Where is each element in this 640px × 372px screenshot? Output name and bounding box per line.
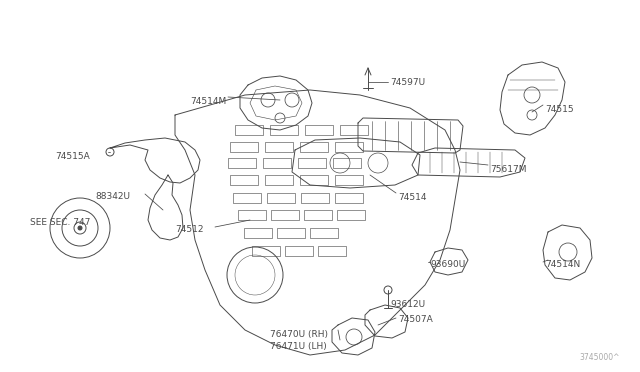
- Bar: [300, 142, 328, 152]
- Bar: [270, 125, 298, 135]
- Bar: [267, 193, 295, 203]
- Bar: [310, 228, 338, 238]
- Text: 75617M: 75617M: [490, 165, 527, 174]
- Text: 74515: 74515: [545, 105, 573, 114]
- Text: 93612U: 93612U: [390, 300, 425, 309]
- Bar: [304, 210, 332, 220]
- Bar: [301, 193, 329, 203]
- Text: 88342U: 88342U: [95, 192, 130, 201]
- Bar: [298, 158, 326, 168]
- Bar: [285, 246, 313, 256]
- Text: 74597U: 74597U: [390, 78, 425, 87]
- Bar: [228, 158, 256, 168]
- Bar: [337, 210, 365, 220]
- Bar: [230, 142, 258, 152]
- Text: 74514: 74514: [398, 193, 426, 202]
- Bar: [333, 158, 361, 168]
- Text: 76470U (RH): 76470U (RH): [270, 330, 328, 339]
- Text: 74507A: 74507A: [398, 315, 433, 324]
- Bar: [335, 193, 363, 203]
- Bar: [244, 228, 272, 238]
- Bar: [335, 142, 363, 152]
- Text: 74512: 74512: [175, 225, 204, 234]
- Bar: [235, 125, 263, 135]
- Circle shape: [78, 226, 82, 230]
- Bar: [230, 175, 258, 185]
- Bar: [318, 246, 346, 256]
- Bar: [265, 142, 293, 152]
- Bar: [300, 175, 328, 185]
- Bar: [233, 193, 261, 203]
- Bar: [340, 125, 368, 135]
- Bar: [271, 210, 299, 220]
- Text: 93690U: 93690U: [430, 260, 465, 269]
- Text: 74514N: 74514N: [545, 260, 580, 269]
- Text: 74515A: 74515A: [55, 152, 90, 161]
- Bar: [305, 125, 333, 135]
- Text: 74514M: 74514M: [190, 97, 227, 106]
- Bar: [335, 175, 363, 185]
- Text: 3745000^: 3745000^: [579, 353, 620, 362]
- Bar: [265, 175, 293, 185]
- Text: SEE SEC. 747: SEE SEC. 747: [30, 218, 90, 227]
- Bar: [263, 158, 291, 168]
- Bar: [277, 228, 305, 238]
- Bar: [252, 246, 280, 256]
- Bar: [238, 210, 266, 220]
- Text: 76471U (LH): 76471U (LH): [270, 342, 327, 351]
